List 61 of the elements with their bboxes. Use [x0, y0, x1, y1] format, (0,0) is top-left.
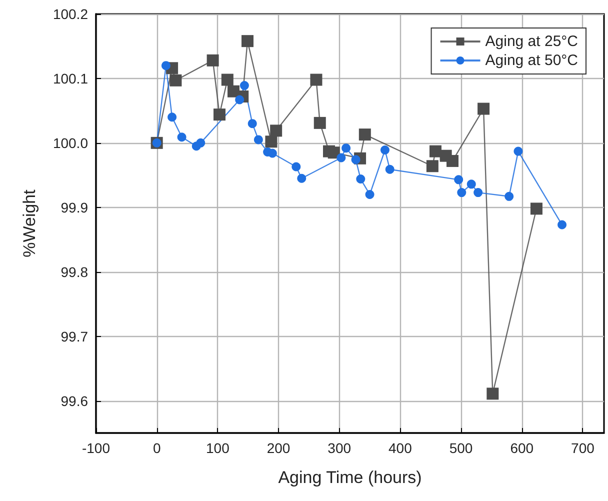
point [240, 81, 249, 90]
x-tick-label: 300 [328, 440, 352, 456]
point [235, 95, 244, 104]
point [254, 135, 263, 144]
point [478, 102, 490, 115]
y-tick-label: 100.0 [52, 134, 88, 151]
y-tick-label: 99.7 [60, 328, 88, 344]
point [342, 144, 351, 153]
point [558, 220, 567, 230]
point [221, 74, 234, 86]
y-tick-label: 99.8 [60, 264, 88, 280]
point [486, 388, 499, 400]
x-tick-label: 500 [449, 440, 473, 456]
point [292, 162, 301, 172]
point [358, 128, 371, 141]
x-tick-label: 0 [152, 440, 161, 456]
point [265, 136, 278, 148]
point [446, 154, 459, 167]
legend-label: Aging at 25°C [485, 33, 578, 50]
x-tick-label: 400 [388, 440, 412, 456]
y-tick-label: 99.9 [60, 199, 88, 216]
point [514, 146, 523, 156]
point [170, 74, 182, 86]
point [385, 164, 394, 174]
point [168, 112, 177, 122]
y-tick-label: 100.1 [52, 70, 88, 86]
point [454, 175, 464, 184]
point [530, 202, 542, 215]
x-axis-title: Aging Time (hours) [278, 468, 422, 487]
point [214, 108, 226, 121]
x-tick-label: 700 [571, 440, 595, 456]
point [429, 145, 442, 158]
point [466, 180, 476, 189]
point [161, 61, 170, 70]
point [474, 188, 483, 198]
point [206, 54, 219, 66]
legend-label: Aging at 50°C [485, 52, 578, 69]
point [457, 188, 466, 198]
x-tick-label: 100 [206, 440, 230, 456]
point [426, 160, 438, 172]
point [336, 153, 346, 162]
point [270, 124, 282, 137]
point [196, 138, 206, 148]
point [248, 119, 257, 128]
point [314, 116, 326, 129]
x-tick-label: 600 [510, 440, 534, 456]
point [356, 174, 366, 184]
y-axis-title: %Weight [20, 189, 39, 258]
point [310, 74, 322, 86]
x-tick-label: -100 [82, 440, 110, 456]
point [365, 190, 374, 199]
point [177, 132, 186, 142]
y-tick-label: 100.2 [52, 6, 88, 22]
point [380, 146, 390, 155]
point [351, 155, 360, 164]
y-tick-label: 99.6 [60, 392, 88, 409]
point [297, 174, 306, 183]
x-tick-label: 200 [266, 440, 290, 456]
point [504, 192, 514, 201]
point [328, 146, 340, 159]
point [241, 35, 254, 48]
